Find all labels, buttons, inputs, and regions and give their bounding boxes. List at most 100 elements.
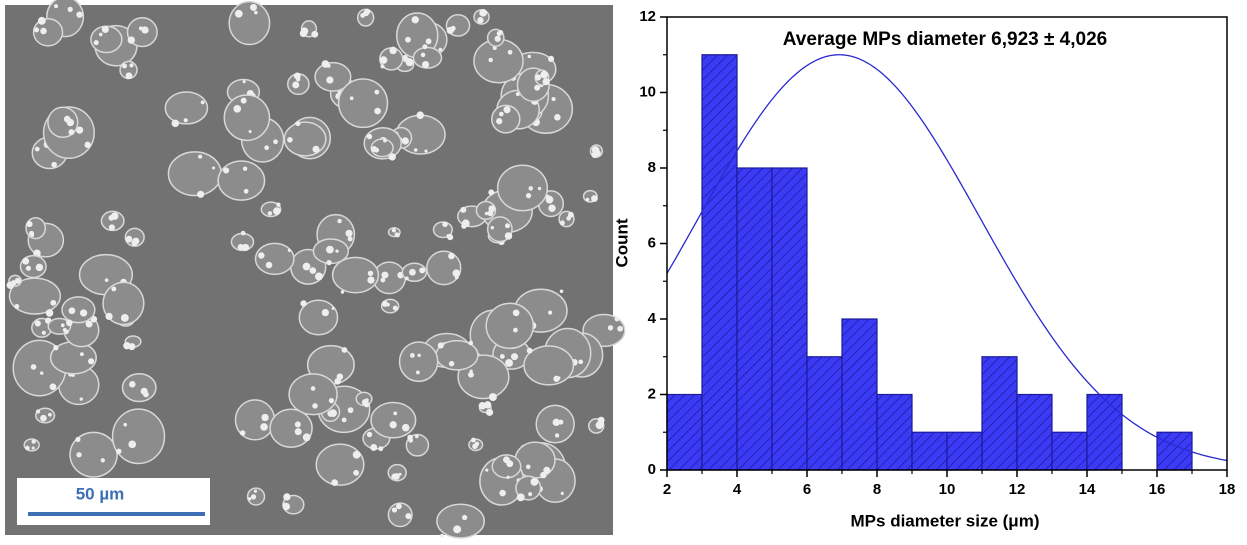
fit-curve: [666, 54, 1228, 462]
particle-crystal: [128, 440, 137, 449]
particle: [269, 408, 313, 448]
particle-crystal: [287, 136, 293, 143]
particle-crystal: [6, 281, 15, 289]
particle-crystal: [40, 371, 44, 375]
particle-crystal: [347, 407, 354, 414]
particle-crystal: [525, 192, 532, 199]
particle-crystal: [26, 220, 33, 228]
particle-crystal: [409, 353, 415, 358]
particle-crystal: [453, 525, 462, 534]
particle-crystal: [250, 494, 257, 500]
particle-crystal: [321, 308, 329, 317]
particle-crystal: [267, 211, 273, 216]
particle-crystal: [335, 249, 339, 253]
particle-crystal: [485, 468, 489, 472]
particle-crystal: [328, 397, 335, 404]
particle-crystal: [408, 437, 414, 443]
particle-crystal: [349, 96, 354, 101]
particle-crystal: [388, 153, 396, 161]
particle-crystal: [340, 290, 345, 294]
particle-crystal: [485, 408, 494, 416]
particle-crystal: [496, 118, 503, 125]
particle-crystal: [381, 271, 389, 279]
bar: [981, 356, 1018, 471]
sem-image: [5, 0, 626, 539]
particle-crystal: [374, 107, 381, 115]
particle-crystal: [35, 263, 44, 272]
particle-crystal: [122, 63, 127, 69]
particle-crystal: [360, 12, 366, 18]
particle-crystal: [540, 70, 549, 79]
particle-crystal: [484, 211, 489, 216]
particle-crystal: [499, 489, 506, 497]
particle-crystal: [559, 220, 565, 226]
bar: [1051, 431, 1088, 471]
particle-crystal: [14, 277, 21, 284]
particle-crystal: [140, 387, 148, 395]
particle-crystal: [393, 411, 398, 416]
particle-crystal: [183, 118, 188, 123]
particle-crystal: [401, 137, 409, 145]
particle-crystal: [537, 186, 542, 191]
particle-crystal: [567, 211, 574, 218]
particle: [331, 256, 380, 294]
particle-crystal: [264, 145, 269, 151]
particle-crystal: [341, 417, 347, 423]
particle-crystal: [131, 239, 138, 246]
particle-crystal: [391, 507, 398, 513]
particle-crystal: [548, 310, 553, 315]
x-tick-label: 8: [873, 481, 881, 498]
particle: [164, 91, 209, 125]
particle-crystal: [477, 17, 484, 24]
y-tick-label: 10: [639, 83, 656, 100]
particle-crystal: [200, 100, 205, 105]
particle-crystal: [548, 204, 556, 212]
particle-crystal: [391, 228, 397, 233]
particle-crystal: [448, 252, 455, 260]
particle-crystal: [141, 26, 149, 34]
bar: [736, 167, 773, 471]
particle-crystal: [401, 423, 410, 432]
particle-crystal: [379, 56, 388, 64]
particle-crystal: [240, 230, 246, 236]
particle-crystal: [413, 148, 418, 152]
particle-crystal: [31, 446, 35, 450]
bar: [841, 318, 878, 471]
particle-crystal: [125, 72, 133, 80]
particle-crystal: [337, 218, 342, 224]
particle-crystal: [614, 316, 620, 322]
particle: [398, 341, 439, 383]
particle-crystal: [425, 38, 432, 45]
particle-crystal: [534, 74, 542, 81]
particle-crystal: [171, 119, 180, 128]
particle-crystal: [446, 26, 454, 35]
particle-crystal: [129, 63, 134, 68]
particle-crystal: [470, 437, 476, 443]
particle-crystal: [543, 466, 551, 474]
particle-crystal: [76, 11, 83, 18]
particle-crystal: [253, 489, 258, 493]
particle-crystal: [380, 64, 385, 69]
particle-crystal: [41, 330, 46, 335]
particle-crystal: [364, 8, 371, 15]
particle-crystal: [310, 386, 316, 391]
particle-crystal: [479, 9, 487, 17]
particle-crystal: [325, 245, 334, 254]
chart-title: Average MPs diameter 6,923 ± 4,026: [783, 29, 1107, 50]
particle-crystal: [553, 375, 560, 382]
particle-crystal: [552, 418, 560, 427]
particle-crystal: [49, 383, 57, 391]
particle-crystal: [506, 475, 510, 479]
particle-crystal: [424, 149, 428, 153]
particle-crystal: [326, 76, 334, 84]
particle-crystal: [347, 236, 353, 242]
particle-crystal: [405, 36, 411, 43]
particle: [32, 18, 64, 47]
particle: [523, 345, 575, 386]
particle-crystal: [513, 327, 518, 333]
particle-crystal: [468, 340, 474, 346]
particle-crystal: [294, 428, 302, 436]
particle-crystal: [93, 40, 99, 46]
particle: [315, 443, 365, 486]
particle-crystal: [261, 413, 269, 422]
